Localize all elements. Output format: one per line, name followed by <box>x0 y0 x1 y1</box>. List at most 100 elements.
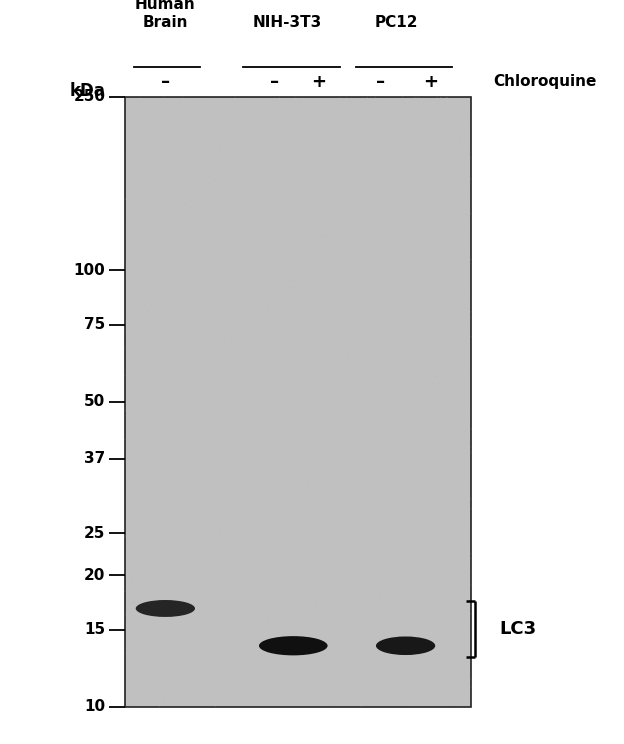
Point <box>349 171 359 183</box>
Point <box>206 484 216 496</box>
Point <box>193 149 203 161</box>
Point <box>164 261 174 273</box>
Point <box>220 684 230 696</box>
Point <box>247 517 257 529</box>
Point <box>236 501 246 513</box>
Point <box>409 585 419 597</box>
Point <box>461 134 471 146</box>
Point <box>270 430 280 442</box>
Point <box>313 216 323 228</box>
Point <box>207 656 217 668</box>
Point <box>235 675 245 687</box>
Point <box>185 501 195 513</box>
Point <box>164 333 174 345</box>
Point <box>291 682 301 694</box>
Point <box>271 542 281 554</box>
Point <box>130 616 140 628</box>
Point <box>164 213 174 225</box>
Point <box>142 143 152 155</box>
Point <box>128 233 138 245</box>
Point <box>464 120 474 132</box>
Point <box>389 378 399 390</box>
Point <box>230 144 240 156</box>
Point <box>220 614 230 626</box>
Point <box>207 661 217 673</box>
Point <box>284 475 294 487</box>
Point <box>379 648 389 660</box>
Point <box>153 545 163 557</box>
Point <box>430 632 440 644</box>
Point <box>305 438 315 450</box>
Point <box>289 592 299 604</box>
Point <box>217 396 227 408</box>
Point <box>420 177 430 189</box>
Point <box>387 563 397 575</box>
Point <box>287 104 297 116</box>
Point <box>211 516 221 528</box>
Point <box>207 555 217 567</box>
Point <box>388 533 397 545</box>
Point <box>135 577 145 589</box>
Point <box>129 559 139 571</box>
Point <box>457 639 467 651</box>
Point <box>228 562 238 574</box>
Point <box>454 140 464 152</box>
Point <box>368 469 378 481</box>
Point <box>209 383 219 395</box>
Point <box>270 372 280 384</box>
Point <box>434 690 444 702</box>
Point <box>451 657 461 669</box>
Point <box>341 408 351 420</box>
Point <box>166 327 176 339</box>
Point <box>177 411 187 423</box>
Point <box>158 603 168 615</box>
Point <box>253 572 263 584</box>
Point <box>271 303 281 315</box>
Point <box>223 275 233 287</box>
Point <box>174 689 184 701</box>
Point <box>440 687 450 699</box>
Point <box>349 533 359 545</box>
Point <box>277 565 287 577</box>
Point <box>391 459 401 471</box>
Point <box>410 641 420 652</box>
Point <box>324 307 334 319</box>
Point <box>337 248 347 260</box>
Point <box>464 679 474 690</box>
Point <box>258 604 268 616</box>
Point <box>226 518 236 530</box>
Point <box>428 182 438 194</box>
Point <box>465 190 475 202</box>
Point <box>252 401 262 413</box>
Point <box>222 533 232 545</box>
Point <box>349 178 359 190</box>
Point <box>370 217 380 228</box>
Point <box>343 624 353 636</box>
Point <box>288 656 298 668</box>
Point <box>259 155 269 167</box>
Point <box>378 485 388 497</box>
Point <box>226 492 236 504</box>
Point <box>439 97 449 109</box>
Point <box>323 490 333 502</box>
Point <box>361 688 371 700</box>
Point <box>324 630 334 642</box>
Point <box>288 437 298 449</box>
Point <box>236 634 246 646</box>
Point <box>212 371 222 383</box>
Point <box>182 159 192 171</box>
Point <box>177 211 187 222</box>
Point <box>252 383 262 395</box>
Point <box>127 158 137 170</box>
Point <box>359 257 369 269</box>
Point <box>450 311 460 323</box>
Point <box>241 629 251 641</box>
Point <box>166 192 176 204</box>
Point <box>461 482 470 494</box>
Point <box>251 626 261 638</box>
Point <box>155 153 165 165</box>
Point <box>185 205 195 217</box>
Point <box>251 335 261 347</box>
Point <box>317 351 327 363</box>
Point <box>457 651 467 663</box>
